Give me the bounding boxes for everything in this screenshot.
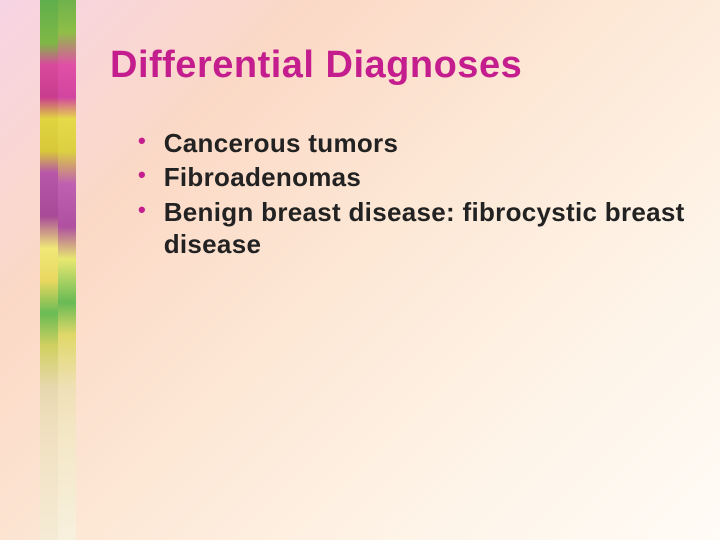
- bullet-list: • Cancerous tumors • Fibroadenomas • Ben…: [138, 127, 690, 261]
- bullet-text: Benign breast disease: fibrocystic breas…: [164, 196, 690, 261]
- bullet-marker-icon: •: [138, 127, 146, 156]
- content-area: Differential Diagnoses • Cancerous tumor…: [110, 45, 690, 263]
- slide-title: Differential Diagnoses: [110, 45, 690, 87]
- bullet-marker-icon: •: [138, 161, 146, 190]
- bullet-text: Fibroadenomas: [164, 161, 362, 194]
- bullet-item: • Benign breast disease: fibrocystic bre…: [138, 196, 690, 261]
- decorative-band-2: [58, 0, 76, 540]
- decorative-band-1: [40, 0, 58, 540]
- bullet-item: • Fibroadenomas: [138, 161, 690, 194]
- bullet-item: • Cancerous tumors: [138, 127, 690, 160]
- bullet-marker-icon: •: [138, 196, 146, 225]
- slide-container: Differential Diagnoses • Cancerous tumor…: [0, 0, 720, 540]
- bullet-text: Cancerous tumors: [164, 127, 399, 160]
